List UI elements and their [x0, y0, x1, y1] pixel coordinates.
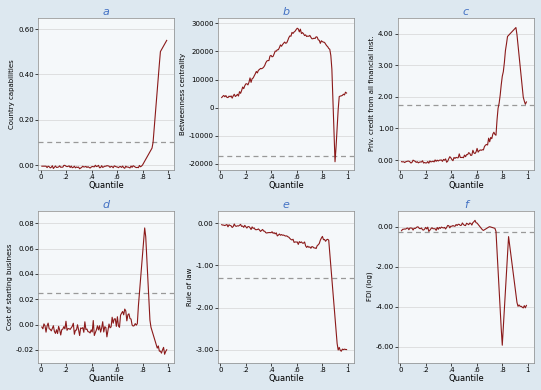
X-axis label: Quantile: Quantile — [268, 181, 304, 190]
X-axis label: Quantile: Quantile — [88, 374, 124, 383]
Title: c: c — [463, 7, 469, 17]
X-axis label: Quantile: Quantile — [448, 374, 484, 383]
Y-axis label: Rule of law: Rule of law — [187, 268, 193, 306]
Y-axis label: Priv. credit from all financial inst.: Priv. credit from all financial inst. — [369, 36, 375, 151]
Y-axis label: Betweenness centrality: Betweenness centrality — [180, 53, 186, 135]
Y-axis label: FDI (log): FDI (log) — [366, 272, 373, 301]
X-axis label: Quantile: Quantile — [268, 374, 304, 383]
Y-axis label: Cost of starting business: Cost of starting business — [7, 243, 13, 330]
Title: f: f — [464, 200, 468, 210]
Y-axis label: Country capabilities: Country capabilities — [9, 59, 15, 129]
Title: d: d — [103, 200, 110, 210]
X-axis label: Quantile: Quantile — [88, 181, 124, 190]
Title: e: e — [282, 200, 289, 210]
Title: b: b — [282, 7, 289, 17]
X-axis label: Quantile: Quantile — [448, 181, 484, 190]
Title: a: a — [103, 7, 110, 17]
